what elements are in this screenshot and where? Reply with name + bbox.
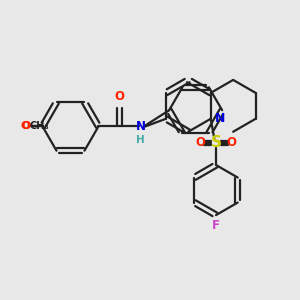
Text: O: O: [22, 122, 31, 131]
Text: S: S: [211, 135, 221, 150]
Text: O: O: [115, 90, 125, 103]
Text: H: H: [136, 135, 145, 145]
Text: CH₃: CH₃: [30, 122, 50, 131]
Text: F: F: [212, 220, 220, 232]
Text: O: O: [21, 122, 30, 131]
Text: O: O: [226, 136, 236, 149]
Text: O: O: [196, 136, 206, 149]
Text: N: N: [136, 120, 146, 133]
Text: N: N: [215, 112, 226, 125]
